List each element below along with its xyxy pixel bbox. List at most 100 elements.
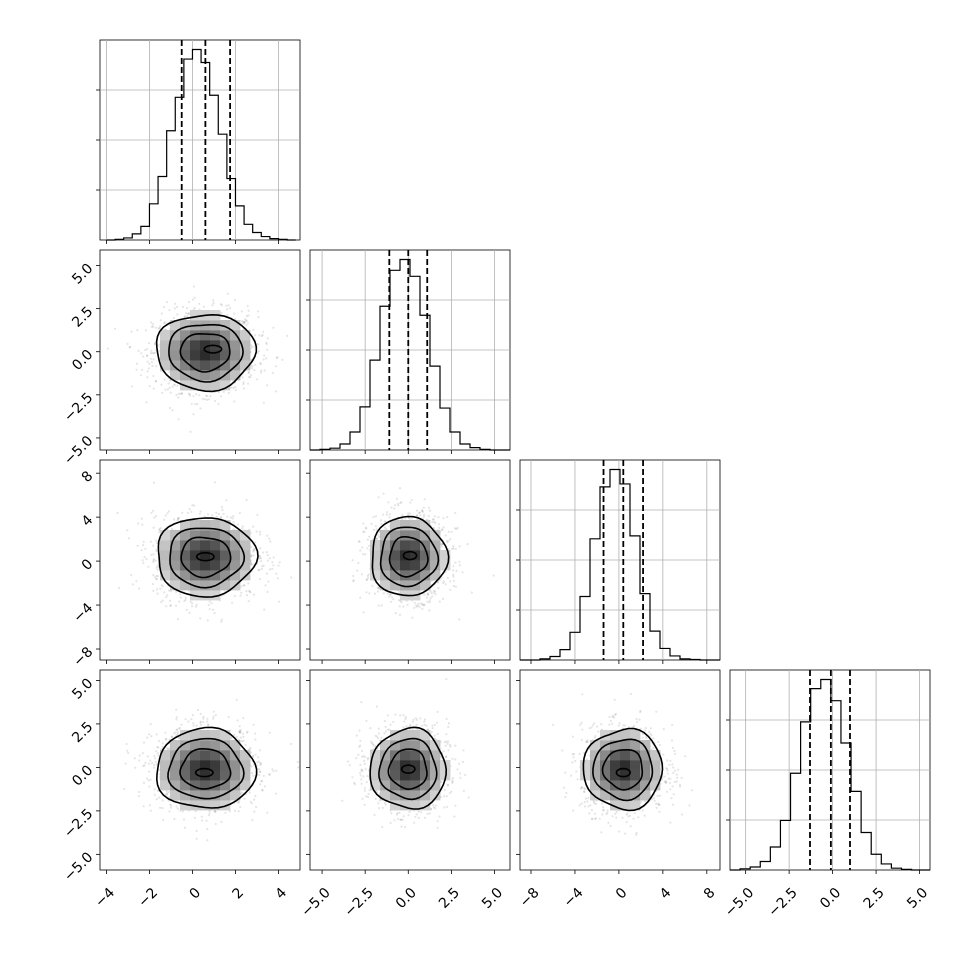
scatter-point xyxy=(148,362,151,365)
scatter-point xyxy=(458,564,462,567)
scatter-point xyxy=(240,591,243,594)
scatter-point xyxy=(271,561,274,564)
scatter-point xyxy=(277,564,280,567)
scatter-point xyxy=(377,496,380,499)
scatter-point xyxy=(166,388,169,391)
scatter-point xyxy=(365,591,368,594)
scatter-point xyxy=(130,385,133,388)
scatter-point xyxy=(427,593,430,596)
scatter-point xyxy=(367,544,371,547)
density-cell xyxy=(420,520,431,531)
scatter-point xyxy=(221,508,224,512)
scatter-point xyxy=(421,510,424,513)
density-cell xyxy=(180,350,191,361)
scatter-point xyxy=(427,506,430,509)
density-cell xyxy=(370,550,381,561)
density-cell xyxy=(410,550,421,561)
scatter-point xyxy=(155,588,159,591)
scatter-point xyxy=(142,355,145,358)
scatter-point xyxy=(186,312,189,315)
scatter-point xyxy=(249,376,252,379)
scatter-point xyxy=(145,354,149,357)
scatter-point xyxy=(455,527,458,531)
scatter-point xyxy=(167,510,170,513)
scatter-point xyxy=(263,608,266,611)
scatter-point xyxy=(400,501,403,504)
scatter-point xyxy=(207,724,210,727)
scatter-point xyxy=(241,527,244,530)
scatter-point xyxy=(246,322,249,325)
scatter-point xyxy=(389,600,393,603)
scatter-point xyxy=(155,798,158,801)
scatter-point xyxy=(151,583,154,586)
scatter-point xyxy=(165,301,168,304)
scatter-point xyxy=(153,342,157,345)
panels: −4 −2 0 2 4 −5.0 −2.5 0.0 2.5 5.0 −8 −4 0 4 8 −5.0 −2.5 0… xyxy=(61,39,931,920)
density-cell xyxy=(180,560,191,571)
scatter-point xyxy=(130,330,133,333)
scatter-point xyxy=(239,594,242,597)
scatter-point xyxy=(390,596,394,599)
scatter-point xyxy=(417,604,420,607)
scatter-point xyxy=(177,516,180,520)
scatter-point xyxy=(215,511,218,514)
scatter-point xyxy=(446,516,449,519)
scatter-point xyxy=(259,761,262,765)
scatter-point xyxy=(190,402,193,405)
scatter-point xyxy=(142,544,145,547)
density-cell xyxy=(240,570,251,581)
scatter-point xyxy=(150,357,153,360)
scatter-point xyxy=(452,565,455,568)
scatter-point xyxy=(255,805,258,809)
scatter-point xyxy=(220,311,223,314)
scatter-point xyxy=(364,553,367,556)
scatter-point xyxy=(181,511,184,514)
scatter-point xyxy=(153,351,156,354)
scatter-point xyxy=(397,599,401,602)
scatter-point xyxy=(146,370,149,373)
scatter-point xyxy=(155,566,158,569)
scatter-point xyxy=(237,801,241,804)
scatter-point xyxy=(236,523,239,526)
density-cell xyxy=(160,540,171,551)
density-cell xyxy=(440,550,451,561)
scatter-point xyxy=(246,382,250,385)
scatter-point xyxy=(259,560,263,563)
scatter-point xyxy=(244,319,247,322)
scatter-point xyxy=(159,587,162,590)
scatter-point xyxy=(152,526,155,529)
scatter-point xyxy=(168,406,171,409)
scatter-point xyxy=(250,553,253,556)
scatter-point xyxy=(201,819,204,822)
scatter-point xyxy=(266,337,269,340)
scatter-point xyxy=(251,819,254,822)
scatter-point xyxy=(150,553,153,556)
scatter-point xyxy=(453,527,457,530)
scatter-point xyxy=(440,545,443,548)
density-cell xyxy=(230,550,241,561)
scatter-point xyxy=(152,560,155,564)
density-cell xyxy=(190,330,201,341)
scatter-point xyxy=(175,305,179,309)
scatter-point xyxy=(373,592,376,595)
scatter-point xyxy=(385,527,388,531)
scatter-point xyxy=(356,569,359,572)
density-cell xyxy=(440,560,451,571)
scatter-point xyxy=(444,534,447,537)
density-cell xyxy=(230,320,241,331)
scatter-point xyxy=(178,727,181,730)
scatter-point xyxy=(377,533,380,536)
scatter-point xyxy=(169,806,173,809)
scatter-point xyxy=(189,600,192,603)
scatter-point xyxy=(437,516,440,519)
scatter-point xyxy=(252,723,255,726)
density-cell xyxy=(390,580,401,591)
scatter-point xyxy=(250,344,253,347)
scatter-point xyxy=(376,586,380,589)
scatter-point xyxy=(418,605,421,609)
density-cell xyxy=(220,550,231,561)
scatter-point xyxy=(408,512,411,515)
scatter-point xyxy=(209,395,212,398)
scatter-point xyxy=(157,344,160,347)
scatter-point xyxy=(260,371,263,374)
